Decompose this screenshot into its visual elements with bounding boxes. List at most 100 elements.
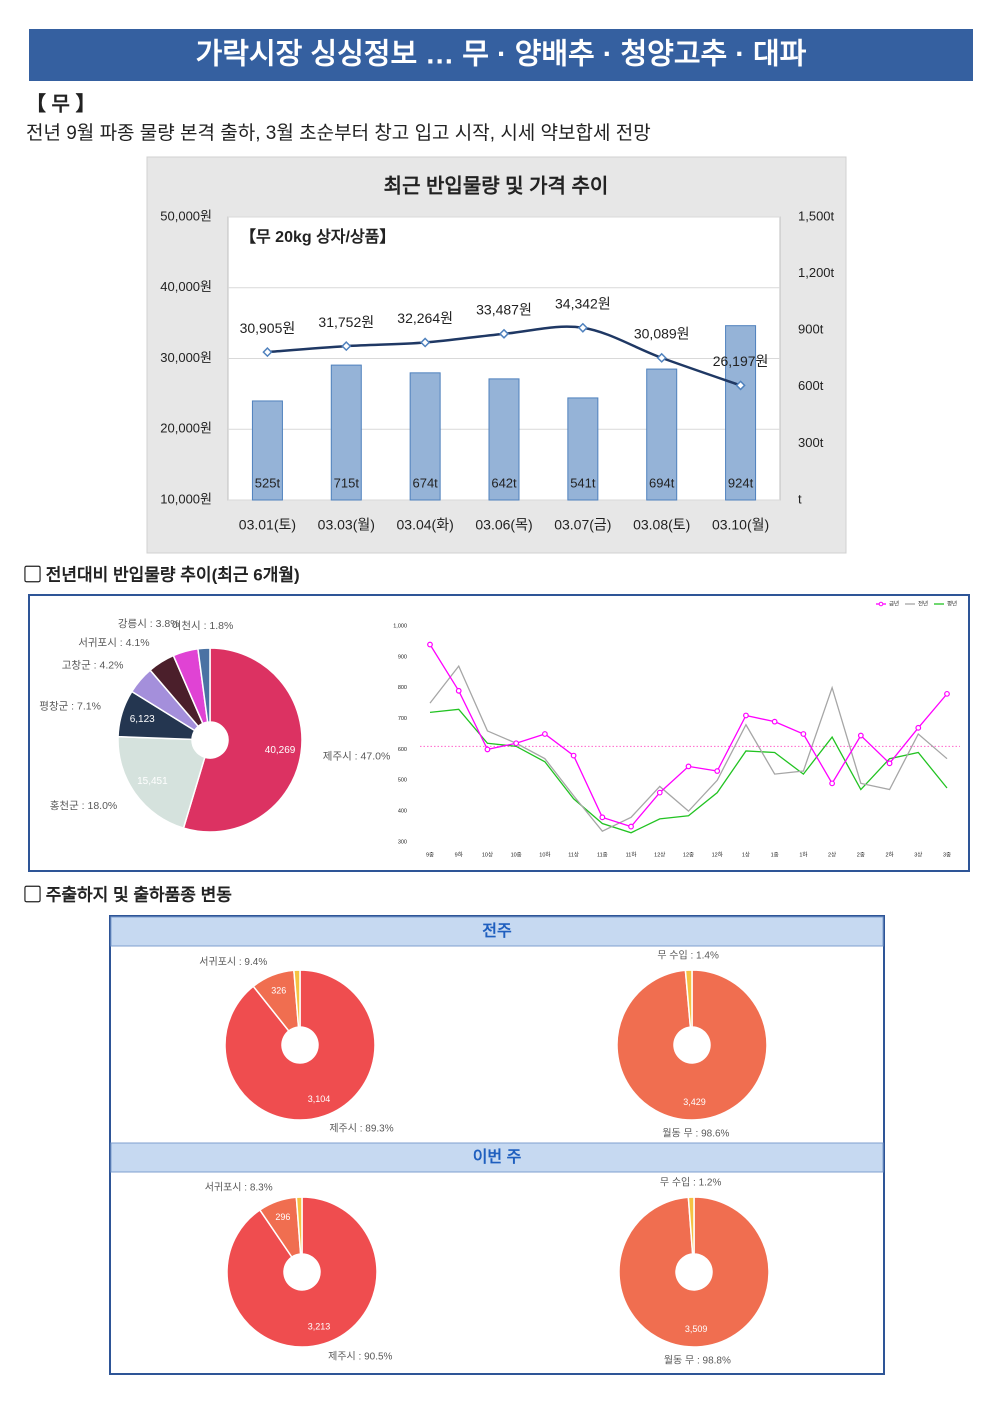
y-tick-label: 50,000원 xyxy=(160,208,212,223)
series-marker xyxy=(570,752,577,759)
series-marker xyxy=(599,814,606,821)
line-label: 26,197원 xyxy=(713,353,769,369)
pie-slice xyxy=(293,969,301,1028)
chart-title: 최근 반입물량 및 가격 추이 xyxy=(384,174,609,197)
x-tick-label: 3상 xyxy=(914,850,922,858)
series-marker xyxy=(800,731,807,737)
x-tick-label: 10중 xyxy=(511,851,522,858)
slice-count: 40,269 xyxy=(265,745,296,756)
x-tick-label: 03.06(목) xyxy=(475,517,532,533)
y2-tick-label: 900t xyxy=(798,322,824,337)
slice-label: 무 수입 : 1.2% xyxy=(660,1176,722,1189)
header-title: 가락시장 싱싱정보 … 무 · 양배추 · 청양고추 · 대파 xyxy=(196,38,807,71)
line-marker xyxy=(262,347,273,358)
bar-label: 642t xyxy=(491,475,517,490)
x-tick-label: 03.10(월) xyxy=(712,517,769,533)
pie-slice xyxy=(197,647,211,723)
series-marker xyxy=(427,641,433,648)
y-tick-label: 800 xyxy=(398,685,407,691)
legend-label: 평년 xyxy=(947,599,957,607)
x-tick-label: 3중 xyxy=(943,851,951,858)
line-marker xyxy=(577,322,588,333)
line-label: 30,089원 xyxy=(634,326,690,342)
x-tick-label: 03.01(토) xyxy=(239,517,296,533)
bar-label: 541t xyxy=(570,475,596,490)
y2-tick-label: 1,200t xyxy=(798,265,835,280)
y-tick-label: 20,000원 xyxy=(160,421,212,436)
series-marker xyxy=(484,746,491,753)
pie-slice xyxy=(117,735,206,830)
x-tick-label: 03.07(금) xyxy=(554,517,611,533)
series-marker xyxy=(829,780,836,787)
series-marker xyxy=(541,731,548,737)
y2-tick-label: 600t xyxy=(798,378,824,393)
series-marker xyxy=(771,718,778,725)
line-label: 34,342원 xyxy=(555,295,611,311)
panel-band xyxy=(110,1142,884,1173)
slice-label: 제주시 : 89.3% xyxy=(329,1123,393,1135)
series-marker xyxy=(857,732,864,739)
y2-tick-label: 1,500t xyxy=(798,208,835,223)
y-tick-label: 10,000원 xyxy=(160,491,212,506)
series-marker xyxy=(944,690,950,697)
section-label: 【 무 】 xyxy=(26,92,96,115)
series-marker xyxy=(455,687,462,694)
pie-slice xyxy=(687,1196,695,1255)
line-marker xyxy=(420,337,431,348)
slice-label: 월동 무 : 98.8% xyxy=(664,1355,731,1367)
series-marker xyxy=(656,789,663,796)
x-tick-label: 11상 xyxy=(568,850,579,858)
bar-label: 715t xyxy=(334,475,360,490)
slice-label: 서귀포시 : 8.3% xyxy=(205,1182,273,1194)
slice-label: 서귀포시 : 4.1% xyxy=(78,637,149,649)
bar-label: 525t xyxy=(255,475,281,490)
series-marker xyxy=(685,763,692,770)
pie-slice xyxy=(182,647,303,833)
line-label: 33,487원 xyxy=(476,302,532,318)
line-marker xyxy=(498,328,510,339)
line-marker xyxy=(341,341,352,352)
bar xyxy=(488,378,520,501)
x-tick-label: 2상 xyxy=(828,850,836,858)
slice-label: 이천시 : 1.8% xyxy=(172,620,234,632)
series-marker xyxy=(886,760,893,767)
slice-count: 296 xyxy=(275,1212,290,1222)
pie-slice xyxy=(224,969,376,1121)
x-tick-label: 12하 xyxy=(712,850,723,858)
slice-count: 3,104 xyxy=(308,1094,331,1104)
slice-count: 3,429 xyxy=(683,1097,706,1107)
slice-label: 제주시 : 90.5% xyxy=(328,1351,392,1363)
series-marker xyxy=(513,740,520,747)
x-tick-label: 2하 xyxy=(885,850,893,858)
x-tick-label: 1중 xyxy=(771,851,779,858)
series-marker xyxy=(714,768,721,774)
header-bar xyxy=(29,29,973,81)
panel-title: 이번 주 xyxy=(473,1148,522,1166)
line-label: 32,264원 xyxy=(397,310,453,326)
legend-label: 전년 xyxy=(918,599,928,607)
x-tick-label: 12상 xyxy=(654,850,665,858)
slice-label: 강릉시 : 3.8% xyxy=(118,618,180,630)
bar xyxy=(567,397,599,501)
slice-label: 무 수입 : 1.4% xyxy=(657,949,719,962)
x-tick-label: 03.03(월) xyxy=(318,517,375,533)
line-label: 30,905원 xyxy=(240,320,296,336)
x-tick-label: 1하 xyxy=(799,850,807,858)
slice-label: 제주시 : 47.0% xyxy=(323,750,391,762)
line-marker xyxy=(656,352,667,363)
y2-tick-label: t xyxy=(798,491,802,506)
x-tick-label: 1상 xyxy=(742,850,750,858)
panel-title: 전주 xyxy=(482,922,512,940)
y-tick-label: 500 xyxy=(398,778,407,784)
bar-label: 924t xyxy=(728,475,754,490)
series-marker xyxy=(628,823,634,830)
pie-slice xyxy=(684,969,693,1028)
pie-slice xyxy=(618,1196,770,1348)
chart-annotation: 【무 20kg 상자/상품】 xyxy=(240,228,395,246)
y-tick-label: 700 xyxy=(398,716,407,722)
x-tick-label: 11하 xyxy=(626,850,637,858)
x-tick-label: 03.04(화) xyxy=(397,517,454,533)
slice-count: 6,123 xyxy=(130,714,155,725)
x-tick-label: 11중 xyxy=(597,851,608,858)
